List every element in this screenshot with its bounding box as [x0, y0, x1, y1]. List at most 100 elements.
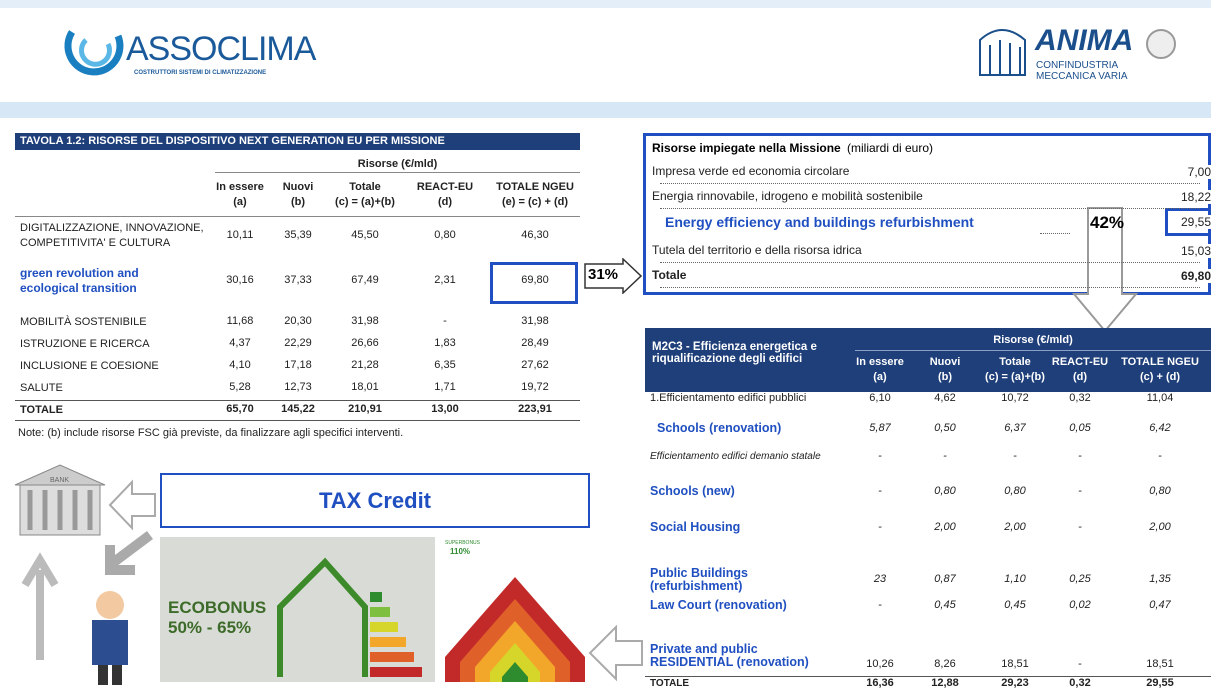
cell: -	[1078, 485, 1082, 497]
cell: -	[878, 599, 882, 611]
cell: 6,35	[434, 359, 456, 371]
ecobonus-label: ECOBONUS	[168, 598, 267, 617]
cell: 31,98	[351, 315, 379, 327]
row-label: TOTALE	[20, 404, 63, 416]
cell: 28,49	[521, 337, 549, 349]
table-title-bar	[15, 133, 580, 150]
row-label: Law Court (renovation)	[650, 598, 787, 612]
cell: 69,80	[521, 274, 549, 286]
cell: -	[1013, 450, 1017, 462]
rule	[15, 400, 580, 401]
mission-label: Tutela del territorio e della risorsa id…	[652, 243, 864, 257]
cell: -	[443, 315, 447, 327]
column-header: (d)	[437, 196, 453, 208]
cell: 13,00	[431, 403, 459, 415]
column-header: In essere	[216, 181, 264, 193]
column-header: TOTALE NGEU	[1121, 356, 1199, 368]
ecobonus-rate: 50% - 65%	[168, 618, 252, 637]
cell: 67,49	[351, 274, 379, 286]
cell: 29,23	[1001, 677, 1029, 689]
assoclima-icon	[64, 30, 124, 76]
cell: 0,80	[934, 485, 956, 497]
highlight-box	[1165, 208, 1211, 236]
share-label: 31%	[588, 266, 619, 283]
table-title: TAVOLA 1.2: RISORSE DEL DISPOSITIVO NEXT…	[20, 135, 445, 147]
row-label: Schools (renovation)	[657, 421, 782, 435]
row-label: MOBILITÀ SOSTENIBILE	[20, 316, 147, 328]
rule	[855, 350, 1211, 351]
cell: 2,00	[934, 521, 956, 533]
share-label: 42%	[1090, 213, 1125, 232]
cell: 5,28	[229, 381, 251, 393]
leader-dots	[660, 275, 1200, 288]
incentive-images	[160, 537, 590, 682]
row-label: TOTALE	[650, 678, 690, 689]
row-label: SALUTE	[20, 382, 63, 394]
rule	[215, 172, 580, 173]
cell: 145,22	[281, 403, 315, 415]
cell: 23	[873, 573, 887, 585]
tax-credit-box: TAX Credit	[160, 473, 590, 528]
cell: 2,31	[434, 274, 456, 286]
mission-label: Energy efficiency and buildings refurbis…	[665, 214, 976, 230]
row-label: ISTRUZIONE E RICERCA	[20, 338, 150, 350]
cell: 4,62	[934, 392, 956, 404]
group-header: Risorse (€/mld)	[357, 158, 438, 170]
cell: 26,66	[351, 337, 379, 349]
bank-label: BANK	[50, 477, 70, 484]
arrow-left	[588, 625, 643, 681]
column-header: (b)	[937, 371, 953, 383]
cell: 6,42	[1149, 422, 1171, 434]
column-header: (a)	[873, 371, 887, 383]
cell: 5,87	[869, 422, 891, 434]
cell: 27,62	[521, 359, 549, 371]
cell: 210,91	[348, 403, 382, 415]
cell: 31,98	[521, 315, 549, 327]
cell: 45,50	[351, 229, 379, 241]
leader-dots	[1040, 221, 1070, 234]
mission-title: Risorse impiegate nella Missione	[652, 141, 841, 155]
cell: 12,88	[931, 677, 959, 689]
right-tagline: MECCANICA VARIA	[1036, 71, 1128, 82]
leader-dots	[660, 196, 1200, 209]
arrow-right	[584, 258, 643, 294]
leader-dots	[660, 171, 1200, 184]
cell: 10,72	[1001, 392, 1029, 404]
right-tagline: CONFINDUSTRIA	[1036, 60, 1119, 71]
cell: 0,80	[434, 229, 456, 241]
column-header: REACT-EU	[1051, 356, 1109, 368]
cell: 0,45	[1004, 599, 1026, 611]
cell: 65,70	[226, 403, 254, 415]
cell: 22,29	[284, 337, 312, 349]
group-header: Risorse (€/mld)	[993, 334, 1073, 346]
mission-label: Energia rinnovabile, idrogeno e mobilità…	[652, 189, 925, 203]
mission-value: 7,00	[1170, 165, 1211, 179]
cell: 10,11	[226, 229, 254, 241]
column-header: Nuovi	[282, 181, 314, 193]
cell: -	[943, 450, 947, 462]
superbonus-label: SUPERBONUS	[445, 540, 481, 546]
cell: 0,87	[934, 573, 956, 585]
cell: 8,26	[934, 658, 956, 670]
row-label: INCLUSIONE E COESIONE	[20, 360, 159, 372]
cell: 223,91	[518, 403, 552, 415]
cell: 0,02	[1069, 599, 1091, 611]
arrow-down	[1071, 207, 1139, 333]
cell: 18,01	[351, 381, 379, 393]
column-header: (c) + (d)	[1139, 371, 1181, 383]
cell: 18,51	[1001, 658, 1029, 670]
row-label: Public Buildings (refurbishment)	[650, 566, 748, 593]
column-header: Totale	[349, 181, 381, 193]
table-header-bar	[645, 328, 1211, 392]
row-label: Social Housing	[650, 520, 741, 534]
cell: -	[878, 450, 882, 462]
anima-icon	[979, 29, 1026, 76]
cell: 37,33	[284, 274, 312, 286]
cell: 4,37	[229, 337, 251, 349]
cell: 46,30	[521, 229, 549, 241]
row-label: DIGITALIZZAZIONE, INNOVAZIONE, COMPETITI…	[20, 222, 204, 249]
cell: -	[878, 485, 882, 497]
row-label: Schools (new)	[650, 484, 735, 498]
column-header: (c) = (a)+(b)	[985, 371, 1045, 383]
